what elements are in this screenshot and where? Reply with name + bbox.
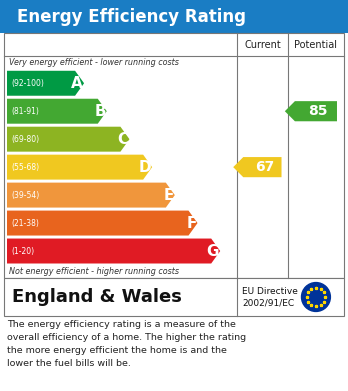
- Polygon shape: [233, 157, 282, 177]
- Text: 85: 85: [308, 104, 328, 118]
- Text: Potential: Potential: [294, 39, 338, 50]
- Text: E: E: [164, 188, 174, 203]
- Polygon shape: [7, 183, 175, 208]
- Text: B: B: [94, 104, 106, 119]
- Polygon shape: [7, 71, 84, 96]
- Bar: [4, 33, 344, 278]
- Text: F: F: [186, 215, 197, 231]
- Text: 67: 67: [255, 160, 274, 174]
- Polygon shape: [7, 99, 107, 124]
- Text: England & Wales: England & Wales: [12, 288, 182, 306]
- Bar: [0, 0, 348, 33]
- Text: The energy efficiency rating is a measure of the
overall efficiency of a home. T: The energy efficiency rating is a measur…: [7, 320, 246, 368]
- Polygon shape: [7, 127, 129, 152]
- Text: (21-38): (21-38): [11, 219, 39, 228]
- Text: (92-100): (92-100): [11, 79, 44, 88]
- Text: (55-68): (55-68): [11, 163, 39, 172]
- Text: C: C: [117, 132, 128, 147]
- Text: (81-91): (81-91): [11, 107, 39, 116]
- Text: Not energy efficient - higher running costs: Not energy efficient - higher running co…: [9, 267, 179, 276]
- Text: (1-20): (1-20): [11, 246, 34, 256]
- Bar: [4, 278, 344, 316]
- Text: Current: Current: [244, 39, 281, 50]
- Circle shape: [301, 283, 330, 312]
- Text: G: G: [207, 244, 219, 258]
- Text: Energy Efficiency Rating: Energy Efficiency Rating: [17, 7, 246, 25]
- Text: D: D: [139, 160, 151, 175]
- Text: A: A: [71, 76, 83, 91]
- Text: (39-54): (39-54): [11, 190, 39, 199]
- Text: (69-80): (69-80): [11, 135, 39, 143]
- Text: Very energy efficient - lower running costs: Very energy efficient - lower running co…: [9, 58, 179, 67]
- Polygon shape: [285, 101, 337, 121]
- Polygon shape: [7, 211, 198, 235]
- Polygon shape: [7, 155, 152, 179]
- Text: EU Directive
2002/91/EC: EU Directive 2002/91/EC: [242, 287, 298, 307]
- Polygon shape: [7, 239, 220, 264]
